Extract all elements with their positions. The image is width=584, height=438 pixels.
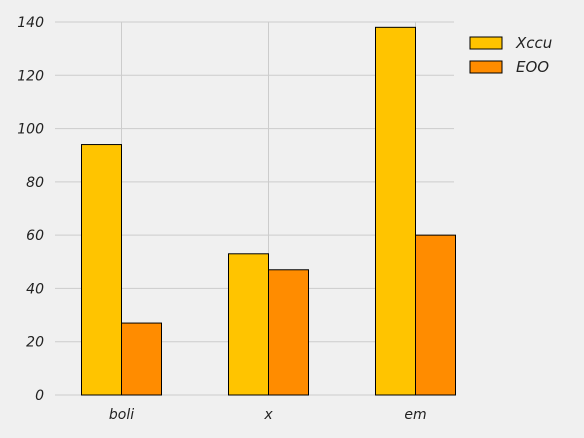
bar-xccu-x [228,253,269,396]
legend-swatch-xccu [469,36,503,50]
x-tick-label: x [263,407,273,423]
legend-label-eoo: EOO [516,58,549,76]
y-tick-label: 40 [26,281,44,297]
y-tick-label: 140 [17,15,44,31]
legend-label-xccu: Xccu [515,34,552,52]
x-tick-label: em [404,407,426,423]
bar-xccu-boli [81,144,122,396]
legend-swatch-eoo [469,60,503,74]
x-tick-label: boli [109,407,134,423]
y-tick-label: 80 [26,175,44,191]
y-tick-label: 60 [26,228,44,244]
bars [81,26,456,396]
y-axis-ticks: 0 20 40 60 80 100 120 140 [17,15,44,404]
legend: Xccu EOO [469,34,552,76]
bar-xccu-em [375,26,416,396]
x-axis-ticks: boli x em [109,407,427,423]
bar-eoo-boli [121,322,162,396]
y-tick-label: 120 [17,68,44,84]
y-tick-label: 20 [26,335,44,351]
bar-eoo-em [415,234,456,396]
y-tick-label: 100 [17,122,44,138]
y-tick-label: 0 [35,388,44,404]
bar-eoo-x [268,269,309,396]
